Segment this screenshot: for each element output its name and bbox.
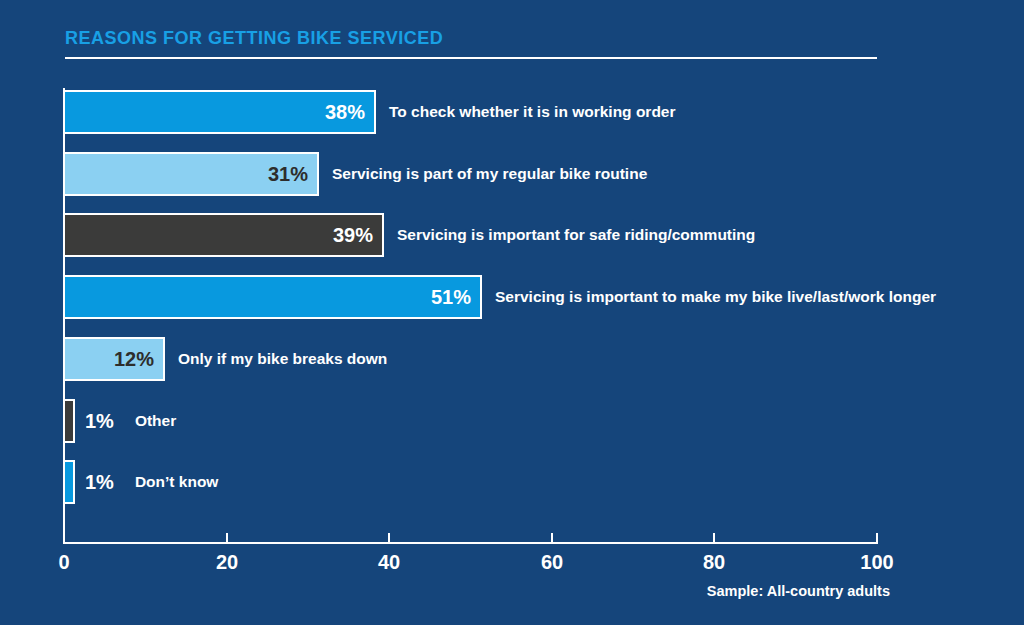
infographic-canvas: REASONS FOR GETTING BIKE SERVICED 38% To …	[0, 0, 1024, 625]
bar: 31%	[63, 152, 319, 196]
x-axis-tick	[551, 533, 553, 542]
chart-title: REASONS FOR GETTING BIKE SERVICED	[65, 28, 443, 49]
bar-value-label: 38%	[325, 92, 365, 132]
x-axis-tick	[226, 533, 228, 542]
bar-category-label: Don’t know	[135, 473, 219, 491]
x-axis-tick-label: 40	[378, 551, 400, 574]
bar: 39%	[63, 213, 384, 257]
bar-value-label: 1%	[85, 471, 114, 494]
bar: 38%	[63, 90, 376, 134]
bar-row: 51% Servicing is important to make my bik…	[63, 275, 936, 319]
bar: 51%	[63, 275, 482, 319]
x-axis-tick-label: 20	[216, 551, 238, 574]
bar-category-label: Servicing is part of my regular bike rou…	[332, 165, 647, 183]
x-axis-tick-label: 100	[860, 551, 893, 574]
bar-row: 1% Other	[63, 399, 176, 443]
bar-value-label: 1%	[85, 410, 114, 433]
bar-category-label: Servicing is important for safe riding/c…	[397, 226, 755, 244]
bar-category-label: Other	[135, 412, 176, 430]
title-divider	[65, 57, 877, 59]
bar-category-label: Servicing is important to make my bike l…	[495, 288, 936, 306]
bar-row: 1% Don’t know	[63, 460, 218, 504]
bar-row: 38% To check whether it is in working ord…	[63, 90, 676, 134]
y-axis-line	[63, 88, 65, 544]
bar: 12%	[63, 337, 165, 381]
x-axis-tick	[876, 533, 878, 542]
bar-value-label: 12%	[114, 339, 154, 379]
bar-value-label: 51%	[431, 277, 471, 317]
bar-row: 39% Servicing is important for safe ridin…	[63, 213, 755, 257]
x-axis-tick-label: 80	[703, 551, 725, 574]
bar-category-label: To check whether it is in working order	[389, 103, 676, 121]
x-axis-line	[63, 542, 878, 544]
bar-value-label: 39%	[333, 215, 373, 255]
bar-category-label: Only if my bike breaks down	[178, 350, 387, 368]
x-axis-tick-label: 60	[541, 551, 563, 574]
x-axis-tick	[713, 533, 715, 542]
bar-value-label: 31%	[268, 154, 308, 194]
bar-row: 12% Only if my bike breaks down	[63, 337, 387, 381]
bar-row: 31% Servicing is part of my regular bike …	[63, 152, 647, 196]
sample-note: Sample: All-country adults	[707, 583, 890, 599]
x-axis-tick	[388, 533, 390, 542]
x-axis-tick-label: 0	[58, 551, 69, 574]
